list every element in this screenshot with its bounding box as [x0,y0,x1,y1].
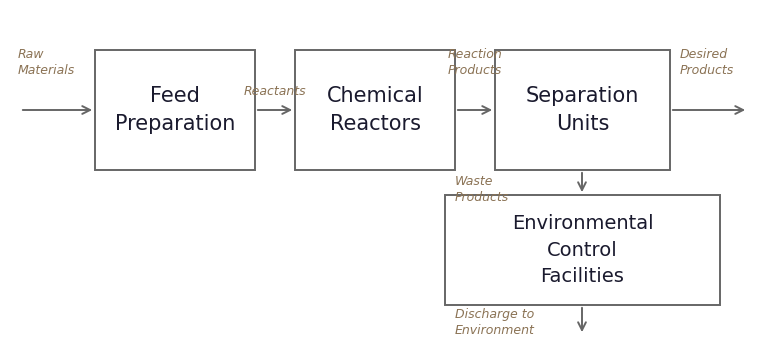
Text: Discharge to
Environment: Discharge to Environment [455,308,535,337]
Text: Waste
Products: Waste Products [455,175,509,204]
Bar [495,50,670,170]
Text: Desired
Products: Desired Products [680,48,734,77]
Text: Reactants: Reactants [243,85,306,98]
Bar [95,50,255,170]
Bar [445,195,720,305]
Text: Environmental
Control
Facilities: Environmental Control Facilities [511,214,654,286]
Text: Chemical
Reactors: Chemical Reactors [326,86,423,134]
Text: Separation
Units: Separation Units [526,86,639,134]
Text: Reaction
Products: Reaction Products [448,48,502,77]
Bar [295,50,455,170]
Text: Raw
Materials: Raw Materials [18,48,75,77]
Text: Feed
Preparation: Feed Preparation [114,86,235,134]
